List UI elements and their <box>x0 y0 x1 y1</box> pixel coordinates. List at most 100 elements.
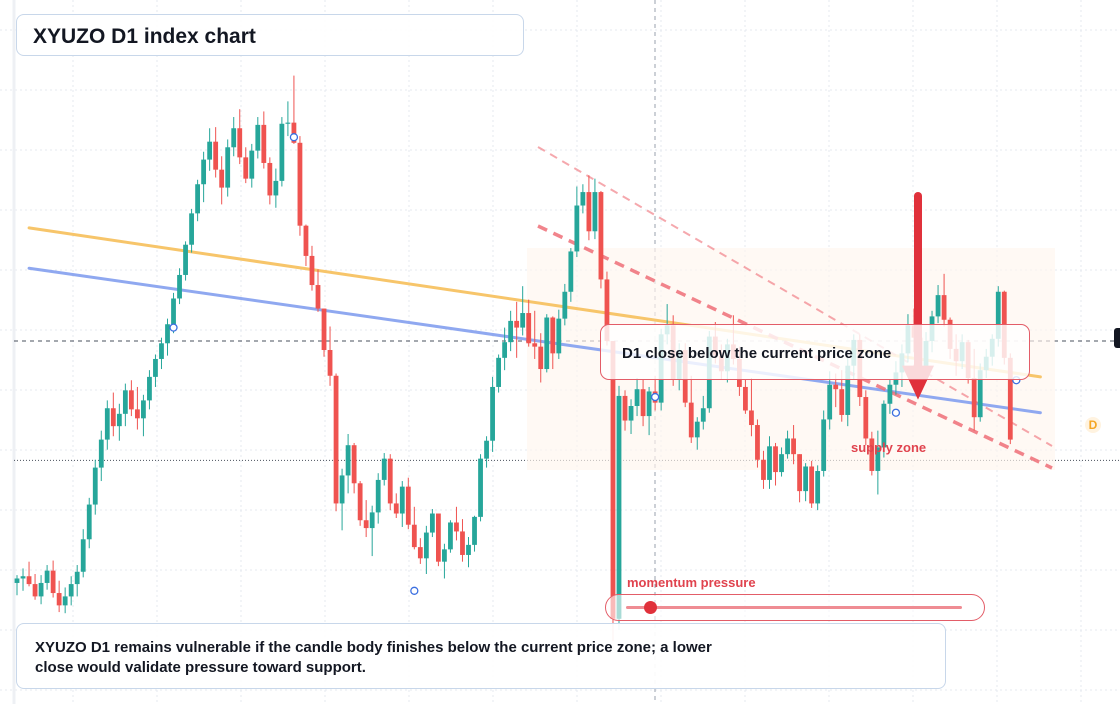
candle-body <box>327 350 333 376</box>
candle-body <box>153 358 158 377</box>
analysis-note-text: XYUZO D1 remains vulnerable if the candl… <box>35 639 712 676</box>
candle-body <box>255 124 261 151</box>
candle-body <box>941 295 947 320</box>
candle-body <box>574 205 580 252</box>
candle-body <box>640 389 646 417</box>
candle-body <box>369 512 375 529</box>
candle-body <box>297 142 303 226</box>
candle-body <box>833 384 839 390</box>
candle-body <box>405 486 411 525</box>
candle-body <box>303 225 309 256</box>
candle-body <box>104 408 110 440</box>
candle-body <box>116 413 122 427</box>
candle-body <box>38 582 44 597</box>
candle-body <box>177 274 182 299</box>
candle-body <box>779 454 784 473</box>
price-scale-tag <box>1114 328 1120 348</box>
candle-body <box>562 291 568 319</box>
candle-body <box>869 438 875 471</box>
candle-body <box>749 410 754 426</box>
anchor-point <box>289 133 299 142</box>
candle-body <box>267 162 273 196</box>
candle-body <box>249 150 255 179</box>
candle-body <box>231 128 237 148</box>
candle-body <box>821 419 827 471</box>
candle-body <box>399 486 405 514</box>
candle-body <box>80 539 86 572</box>
candle-body <box>773 446 778 473</box>
candle-body <box>694 421 700 438</box>
candle-body <box>875 447 881 471</box>
candle-body <box>743 386 748 411</box>
candle-body <box>393 503 399 514</box>
candle-body <box>62 596 68 606</box>
supply-zone-label: supply zone <box>851 440 927 455</box>
candle-body <box>580 192 586 206</box>
candle-body <box>387 458 393 504</box>
candle-body <box>279 123 285 181</box>
candle-body <box>803 466 809 492</box>
candle-body <box>339 475 345 504</box>
d-badge[interactable]: D <box>1085 417 1101 433</box>
momentum-bar <box>626 606 962 609</box>
candle-body <box>971 378 977 418</box>
candle-body <box>381 458 387 480</box>
candle-body <box>122 390 128 414</box>
candle-body <box>815 470 821 504</box>
candle-body <box>20 576 26 579</box>
candle-body <box>237 128 243 158</box>
candle-body <box>135 409 140 419</box>
analysis-note: XYUZO D1 remains vulnerable if the candl… <box>16 623 946 689</box>
candle-body <box>183 244 188 275</box>
candle-body <box>213 141 219 170</box>
candle-body <box>243 157 249 179</box>
momentum-knob[interactable] <box>644 601 657 614</box>
momentum-label: momentum pressure <box>627 575 756 590</box>
candle-body <box>333 375 339 504</box>
candle-body <box>881 403 887 448</box>
candle-body <box>634 389 640 406</box>
candle-body <box>417 547 423 559</box>
candle-body <box>436 513 441 562</box>
candle-body <box>791 438 796 455</box>
resistance-dashed-upper <box>537 146 1053 447</box>
momentum-slider[interactable] <box>605 594 985 621</box>
candle-body <box>502 342 508 358</box>
anchor-point <box>650 392 660 402</box>
candle-body <box>351 445 357 484</box>
candle-body <box>490 386 495 441</box>
candle-body <box>207 141 213 160</box>
candle-body <box>225 147 231 188</box>
candle-body <box>761 459 766 480</box>
candle-body <box>321 308 327 350</box>
candle-body <box>544 317 550 370</box>
candle-body <box>219 169 225 188</box>
candle-body <box>466 544 471 555</box>
candle-body <box>1007 357 1013 440</box>
chart-title: XYUZO D1 index chart <box>33 25 256 48</box>
candle-body <box>92 467 98 505</box>
candle-body <box>532 343 538 347</box>
candle-body <box>604 279 610 342</box>
candle-body <box>484 440 489 459</box>
candle-body <box>646 391 652 417</box>
candle-body <box>526 313 532 344</box>
candle-body <box>309 255 315 286</box>
anchor-point <box>169 323 178 332</box>
candle-body <box>887 384 893 404</box>
candle-body <box>74 571 80 585</box>
candle-body <box>315 285 321 309</box>
candle-body <box>935 295 941 317</box>
candle-body <box>767 446 772 480</box>
candle-body <box>845 365 851 415</box>
candle-body <box>448 522 453 550</box>
candle-body <box>977 370 983 418</box>
candle-body <box>429 513 435 533</box>
candle-body <box>363 520 369 529</box>
candle-body <box>261 124 267 163</box>
candle-body <box>50 570 56 594</box>
candle-body <box>44 570 50 583</box>
candle-body <box>357 483 363 521</box>
anchor-point <box>891 408 901 417</box>
candle-body <box>375 479 381 513</box>
